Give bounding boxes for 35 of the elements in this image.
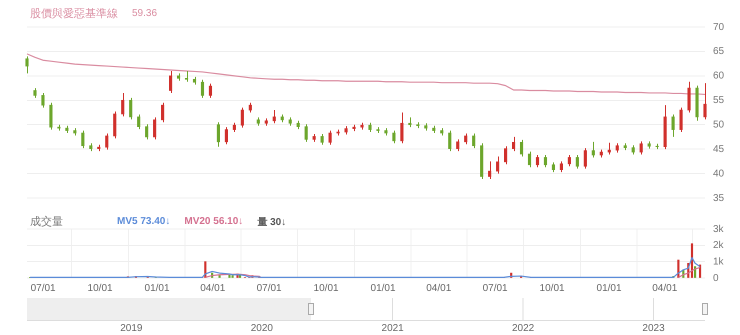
x2-tick-label: 2020 [250,322,274,334]
x2-tick-label: 2021 [382,322,404,334]
x-tick-label: 07/01 [482,282,508,294]
text: MV20 56.10↓ [184,216,244,227]
x-tick-label: 01/01 [144,282,170,294]
x-tick-label: 01/01 [596,282,622,294]
y-tick-label: 35 [713,192,725,204]
x-tick-label: 07/01 [30,282,56,294]
y-tick-label: 55 [713,95,725,106]
x-tick-label: 04/01 [200,282,226,294]
y-tick-label: 2k [713,240,725,252]
x-tick-label: 10/01 [540,282,566,294]
y-tick-label: 50 [713,119,725,130]
y-tick-label: 1k [713,256,725,268]
text: 量 30↓ [257,216,286,228]
y-tick-label: 40 [713,168,725,180]
x-tick-label: 04/01 [426,282,452,294]
y-tick-label: 45 [713,144,725,155]
y-tick-label: 70 [713,22,725,33]
text: MV5 73.40↓ [117,216,170,227]
x-tick-label: 10/01 [88,282,114,294]
x-tick-label: 04/01 [652,282,678,294]
x2-tick-label: 2019 [120,322,143,334]
x2-tick-label: 2023 [642,322,666,334]
y-tick-label: 0 [713,272,719,284]
x-tick-label: 10/01 [314,282,340,294]
x-tick-label: 01/01 [370,282,396,294]
y-tick-label: 60 [713,70,725,82]
chart-title: 成交量 [30,214,63,229]
y-tick-label: 65 [713,46,725,58]
x-tick-label: 07/01 [256,282,282,294]
text: 59.36 [132,8,158,19]
text: 股價與愛惡基準線 [30,7,118,21]
y-tick-label: 3k [713,224,725,235]
x2-tick-label: 2022 [512,322,535,334]
